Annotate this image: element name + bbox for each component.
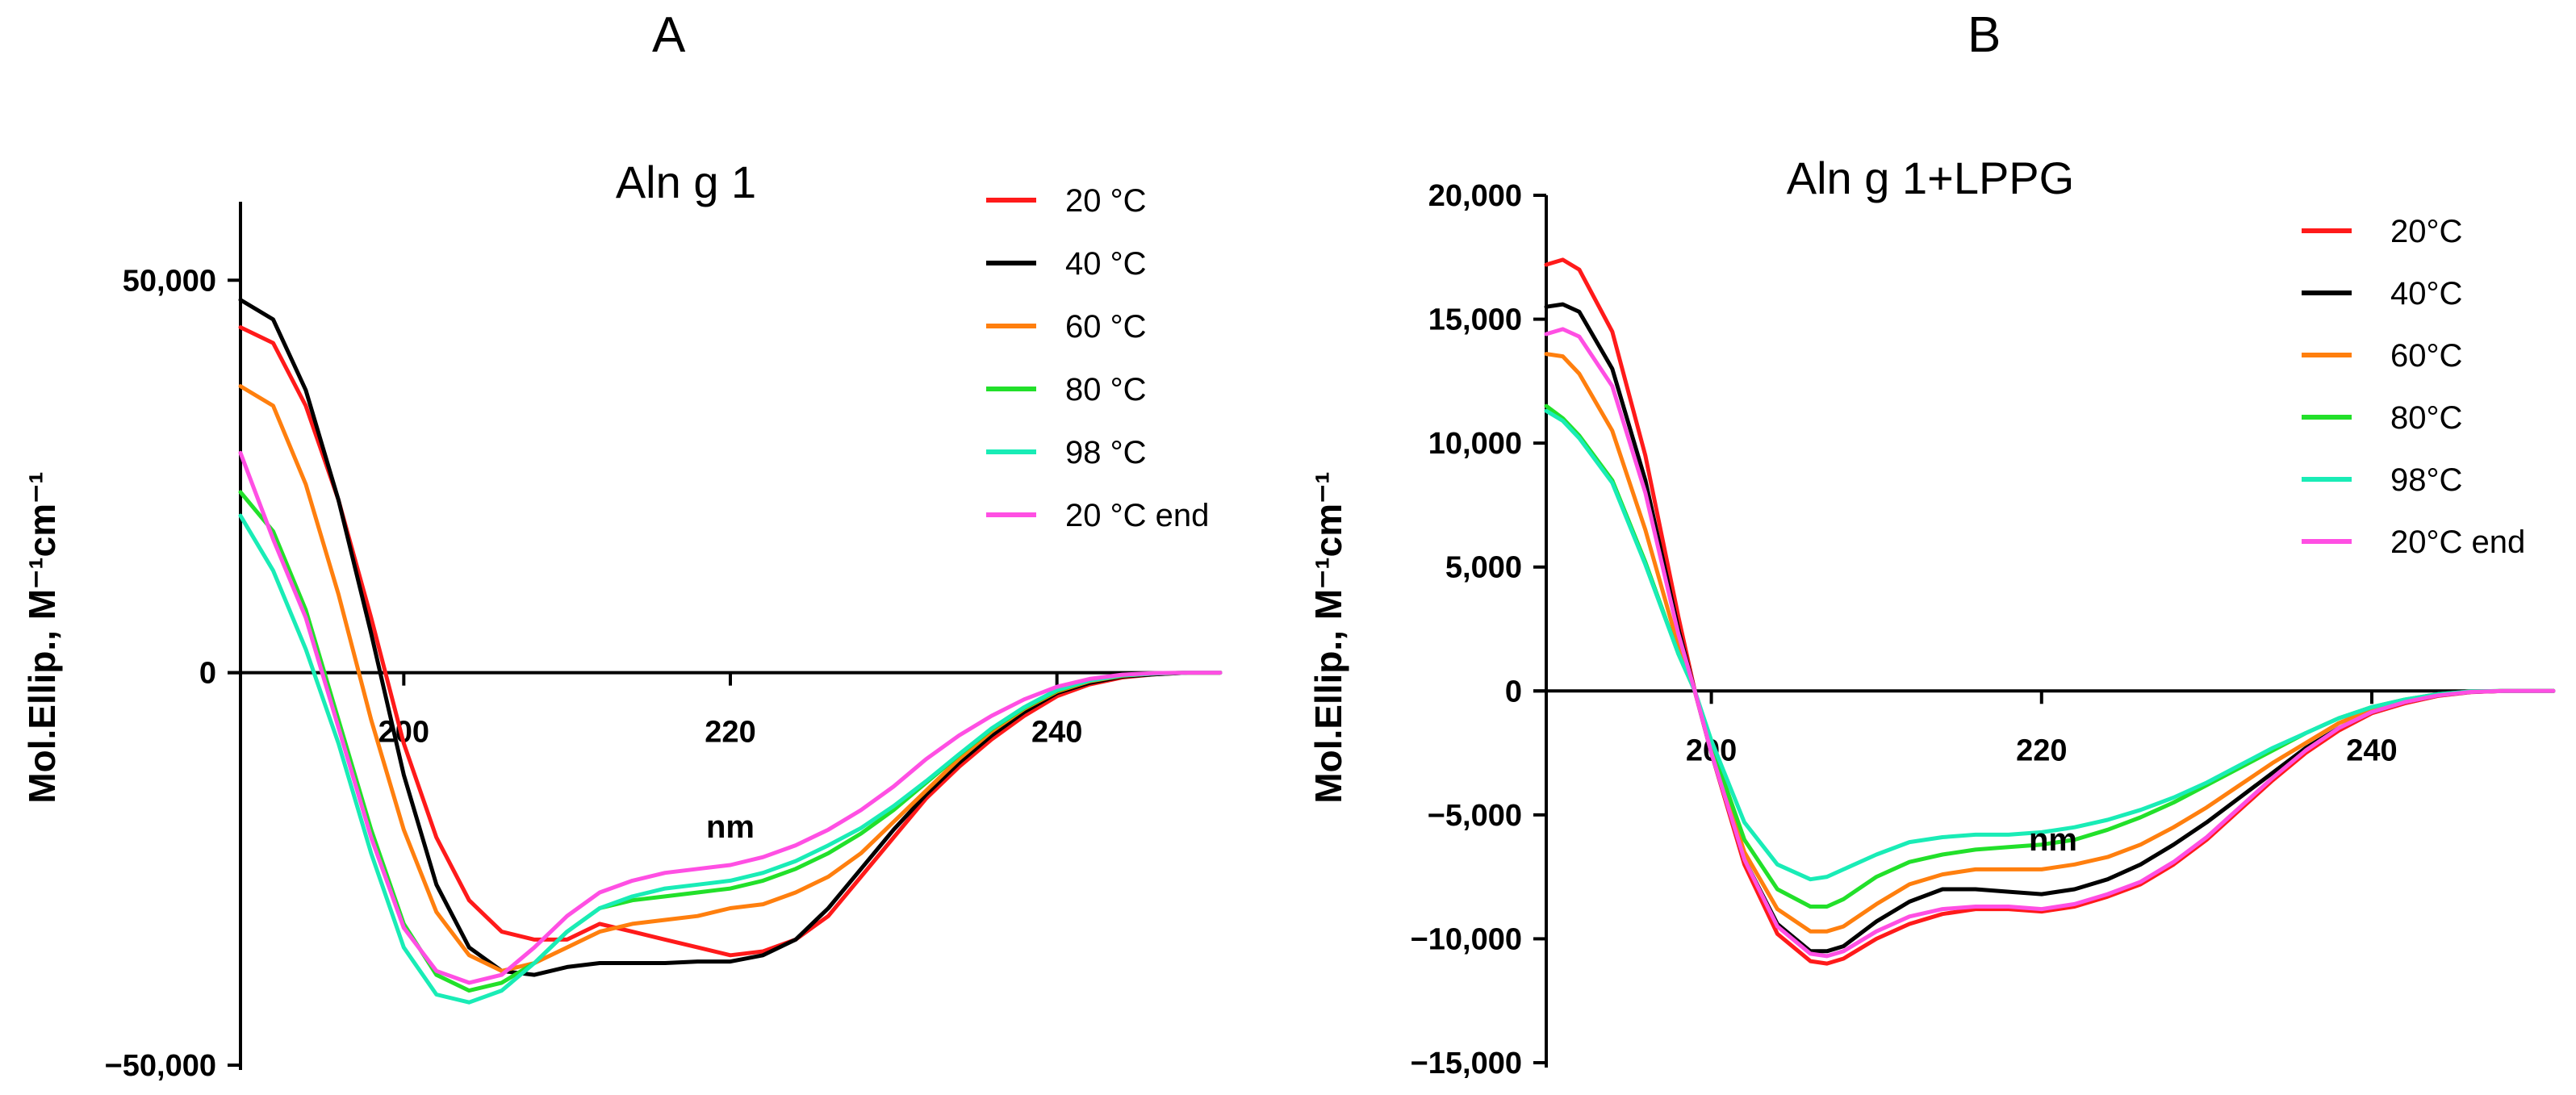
y-tick-label: −50,000 bbox=[105, 1049, 216, 1083]
x-tick-label: 240 bbox=[2346, 733, 2397, 767]
series-line-1 bbox=[238, 325, 1223, 958]
legend-label-3: 60°C bbox=[2390, 338, 2462, 374]
x-tick-label: 220 bbox=[705, 716, 755, 750]
series-line-5 bbox=[238, 513, 1223, 1005]
y-tick-label: 20,000 bbox=[1428, 179, 1522, 213]
y-axis-title: Mol.Ellip., M⁻¹cm⁻¹ bbox=[1307, 471, 1349, 803]
y-tick-label: 10,000 bbox=[1428, 427, 1522, 461]
legend-label-6: 20 °C end bbox=[1065, 498, 1209, 533]
series-line-6 bbox=[1544, 327, 2556, 959]
legend-label-2: 40 °C bbox=[1065, 246, 1147, 282]
y-tick-label: −15,000 bbox=[1411, 1047, 1522, 1080]
y-tick-label: −10,000 bbox=[1411, 922, 1522, 956]
legend-label-2: 40°C bbox=[2390, 276, 2462, 311]
y-tick-label: 0 bbox=[1505, 675, 1522, 708]
legend-label-5: 98°C bbox=[2390, 462, 2462, 498]
series-line-6 bbox=[238, 450, 1223, 985]
legend-label-4: 80 °C bbox=[1065, 372, 1147, 407]
y-tick-label: −5,000 bbox=[1428, 799, 1522, 833]
panel-label-a: A bbox=[652, 7, 686, 63]
y-tick-label: 5,000 bbox=[1445, 551, 1522, 585]
x-axis-title: nm bbox=[2029, 822, 2077, 858]
legend-label-1: 20°C bbox=[2390, 214, 2462, 249]
x-tick-label: 220 bbox=[2016, 733, 2067, 767]
x-axis-title: nm bbox=[706, 809, 755, 845]
y-tick-label: 0 bbox=[199, 657, 216, 691]
y-tick-label: 15,000 bbox=[1428, 303, 1522, 337]
chart-b: −15,000 −10,000 −5,000 0 5,000 10,000 15,000 20… bbox=[1307, 153, 2556, 1080]
legend-label-4: 80°C bbox=[2390, 400, 2462, 436]
legend-label-1: 20 °C bbox=[1065, 183, 1147, 219]
panel-label-b: B bbox=[1968, 7, 2001, 63]
x-tick-label: 240 bbox=[1031, 716, 1082, 750]
chart-title: Aln g 1+LPPG bbox=[1787, 153, 2074, 203]
y-axis-title: Mol.Ellip., M⁻¹cm⁻¹ bbox=[21, 471, 63, 803]
chart-title: Aln g 1 bbox=[616, 157, 756, 207]
y-tick-label: 50,000 bbox=[123, 264, 216, 298]
legend-label-3: 60 °C bbox=[1065, 309, 1147, 345]
legend-label-6: 20°C end bbox=[2390, 525, 2525, 560]
legend-label-5: 98 °C bbox=[1065, 435, 1147, 470]
